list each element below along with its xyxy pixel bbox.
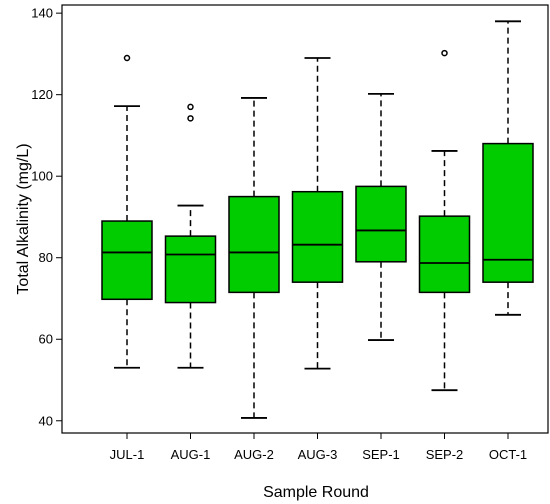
plot-frame xyxy=(61,4,549,434)
box-oct-1 xyxy=(482,20,534,316)
y-axis: 40 60 80 100 120 140 xyxy=(31,6,62,428)
y-axis-title: Total Alkalinity (mg/L) xyxy=(15,143,32,294)
y-tick-label: 120 xyxy=(31,87,53,102)
x-tick-label: AUG-3 xyxy=(298,447,338,462)
iqr-box xyxy=(482,142,534,283)
iqr-box xyxy=(164,235,217,304)
x-axis: JUL-1 AUG-1 AUG-2 AUG-3 SEP-1 SEP-2 OCT-1 xyxy=(110,433,527,462)
boxes-layer xyxy=(101,20,534,419)
iqr-box xyxy=(291,190,344,283)
x-tick-label: SEP-2 xyxy=(426,447,464,462)
y-tick-label: 40 xyxy=(39,413,53,428)
box-aug-3 xyxy=(291,57,344,370)
iqr-box xyxy=(418,215,471,294)
y-tick-label: 140 xyxy=(31,6,53,21)
outlier-point xyxy=(187,103,194,111)
iqr-box xyxy=(355,185,407,263)
y-tick-label: 60 xyxy=(39,332,53,347)
x-tick-label: JUL-1 xyxy=(110,447,145,462)
box-aug-2 xyxy=(228,97,280,419)
box-sep-2 xyxy=(418,49,471,392)
x-tick-label: SEP-1 xyxy=(362,447,400,462)
box-aug-1 xyxy=(164,103,217,369)
iqr-box xyxy=(101,220,153,301)
iqr-box xyxy=(228,195,280,294)
x-axis-title: Sample Round xyxy=(263,484,369,501)
outlier-point xyxy=(441,49,448,57)
outlier-point xyxy=(187,115,194,122)
outlier-point xyxy=(123,54,131,62)
y-tick-label: 100 xyxy=(31,169,53,184)
x-tick-label: AUG-1 xyxy=(171,447,211,462)
y-tick-label: 80 xyxy=(39,250,53,265)
box-sep-1 xyxy=(355,92,407,341)
x-tick-label: OCT-1 xyxy=(489,447,527,462)
box-jul-1 xyxy=(101,54,153,369)
x-tick-label: AUG-2 xyxy=(234,447,274,462)
